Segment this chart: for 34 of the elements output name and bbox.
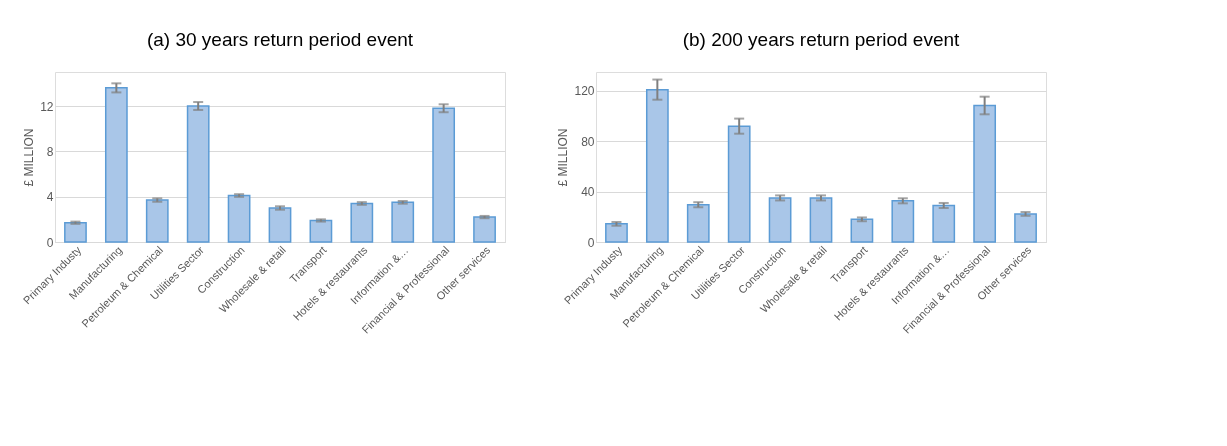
bar [350, 202, 374, 243]
bar [727, 125, 751, 243]
bar [932, 204, 956, 243]
y-tick-label: 0 [587, 235, 595, 250]
bar [605, 223, 628, 243]
chart-title: (a) 30 years return period event [146, 29, 414, 50]
bar [850, 218, 874, 243]
bar [973, 104, 997, 243]
bar [768, 197, 792, 243]
y-axis-title: £ MILLION [22, 128, 37, 187]
bar [891, 200, 915, 243]
bar [268, 207, 292, 243]
bar [1014, 213, 1037, 243]
y-tick-label: 8 [46, 144, 54, 159]
y-tick-label: 120 [574, 84, 595, 99]
y-tick-label: 80 [581, 134, 595, 149]
bar [809, 197, 833, 243]
chart-title: (b) 200 years return period event [682, 29, 961, 50]
bar [227, 194, 251, 243]
y-tick-label: 40 [581, 185, 595, 200]
y-axis-title: £ MILLION [556, 128, 571, 187]
bar [391, 201, 415, 243]
y-tick-label: 4 [46, 190, 54, 205]
y-tick-label: 0 [46, 235, 54, 250]
bar [309, 219, 333, 243]
bar [64, 221, 87, 243]
bar [645, 88, 669, 243]
bar [473, 216, 496, 243]
bar [686, 203, 710, 243]
bar [104, 87, 128, 243]
bar [186, 105, 210, 243]
bar [432, 107, 456, 243]
bar [145, 199, 169, 243]
y-tick-label: 12 [40, 99, 54, 114]
